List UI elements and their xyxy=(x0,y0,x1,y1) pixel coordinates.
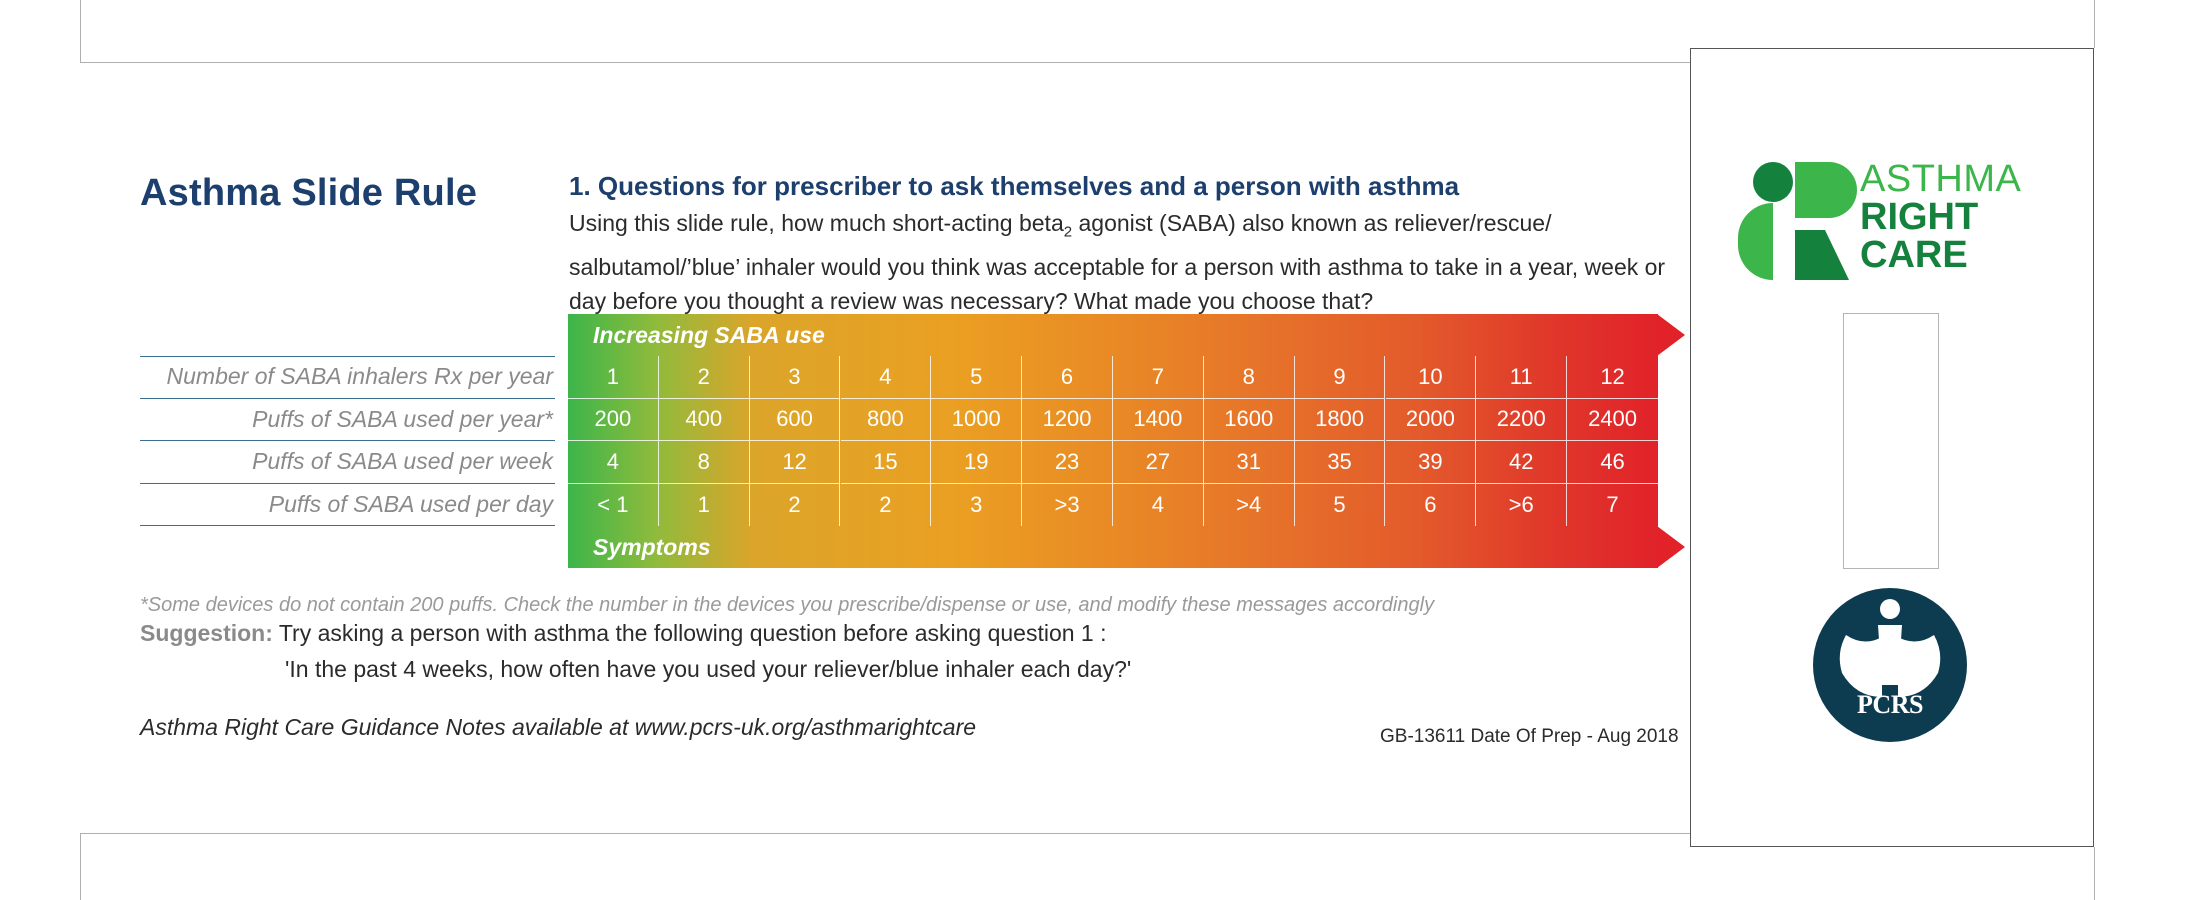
cut-line-bottom xyxy=(80,833,1690,834)
table-cell: 1200 xyxy=(1022,398,1113,441)
table-cell: 8 xyxy=(658,441,750,484)
table-cell: 9 xyxy=(1294,356,1386,399)
table-cell: 1600 xyxy=(1203,398,1295,441)
table-row: 1 2 3 4 5 6 7 8 9 10 11 12 xyxy=(568,356,1658,399)
table-cell: 35 xyxy=(1294,441,1386,484)
table-cell: < 1 xyxy=(568,483,659,526)
table-cell: 39 xyxy=(1385,441,1477,484)
row-label: Puffs of SABA used per year* xyxy=(140,399,555,441)
table-cell: 2 xyxy=(658,356,750,399)
symptoms-band: Symptoms xyxy=(568,526,1658,568)
increasing-saba-band: Increasing SABA use xyxy=(568,314,1658,356)
table-cell: 2 xyxy=(841,483,932,526)
table-cell: 27 xyxy=(1113,441,1204,484)
table-cell: 12 xyxy=(1567,356,1658,399)
table-row: 200 400 600 800 1000 1200 1400 1600 1800 2000 2200… xyxy=(568,398,1658,441)
table-cell: 4 xyxy=(840,356,932,399)
table-cell: 19 xyxy=(931,441,1023,484)
label-divider xyxy=(140,356,555,357)
table-cell: 6 xyxy=(1386,483,1477,526)
suggestion-question: 'In the past 4 weeks, how often have you… xyxy=(285,656,1132,682)
pcrs-label: PCRS xyxy=(1857,690,1923,719)
table-cell: 3 xyxy=(931,483,1023,526)
table-cell: >6 xyxy=(1476,483,1568,526)
table-cell: 11 xyxy=(1476,356,1568,399)
table-cell: >4 xyxy=(1204,483,1295,526)
suggestion-label: Suggestion: xyxy=(140,620,273,646)
cut-line-left-bottom xyxy=(80,833,82,900)
table-cell: 1 xyxy=(568,356,659,399)
page-title: Asthma Slide Rule xyxy=(140,172,478,214)
table-row: < 1 1 2 2 3 >3 4 >4 5 6 >6 7 xyxy=(568,483,1658,526)
table-cell: 3 xyxy=(749,356,841,399)
table-cell: 2 xyxy=(750,483,841,526)
table-cell: 12 xyxy=(749,441,841,484)
table-cell: 8 xyxy=(1203,356,1295,399)
table-cell: 15 xyxy=(840,441,932,484)
table-cell: 31 xyxy=(1203,441,1295,484)
table-cell: 1400 xyxy=(1113,398,1204,441)
table-cell: 5 xyxy=(1295,483,1386,526)
table-cell: 46 xyxy=(1567,441,1658,484)
row-label: Puffs of SABA used per day xyxy=(140,484,555,526)
table-cell: 5 xyxy=(931,356,1023,399)
table-cell: 600 xyxy=(749,398,841,441)
table-row: 4 8 12 15 19 23 27 31 35 39 42 46 xyxy=(568,441,1658,484)
arrow-right-icon xyxy=(1657,526,1685,568)
table-cell: 7 xyxy=(1606,491,1619,517)
table-cell: 4 xyxy=(1113,483,1204,526)
arrow-right-icon xyxy=(1657,314,1685,356)
cut-line-top xyxy=(80,62,1690,63)
guidance-link-text: Asthma Right Care Guidance Notes availab… xyxy=(140,714,977,740)
table-cell: 400 xyxy=(658,398,750,441)
cut-line-right-top xyxy=(2094,0,2096,48)
cut-line-right-bottom xyxy=(2094,847,2096,900)
table-cell: 4 xyxy=(568,441,659,484)
table-cell: 6 xyxy=(1022,356,1113,399)
suggestion: Suggestion: Try asking a person with ast… xyxy=(140,620,1106,647)
table-cell: 200 xyxy=(568,398,659,441)
table-cell: 7 xyxy=(1113,356,1204,399)
table-cell: 2400 xyxy=(1567,399,1658,441)
row-label: Number of SABA inhalers Rx per year xyxy=(140,356,555,399)
asthma-right-care-logo-icon xyxy=(1738,162,1857,280)
footnote: *Some devices do not contain 200 puffs. … xyxy=(140,594,1435,616)
table-cell: >3 xyxy=(1022,483,1113,526)
pcrs-logo-icon xyxy=(1813,588,1967,742)
asthma-right-care-wordmark: ASTHMA RIGHT CARE xyxy=(1860,158,2022,276)
saba-table: 1 2 3 4 5 6 7 8 9 10 11 12 200 400 600 800 1000 1200 1400 1… xyxy=(568,356,1658,526)
table-cell: 1000 xyxy=(931,398,1023,441)
table-cell: 2200 xyxy=(1476,398,1568,441)
suggestion-text: Try asking a person with asthma the foll… xyxy=(272,620,1107,646)
table-cell: 1 xyxy=(659,483,750,526)
table-cell: 2000 xyxy=(1385,398,1477,441)
date-of-prep: GB-13611 Date Of Prep - Aug 2018 xyxy=(1380,726,1679,747)
table-cell: 1800 xyxy=(1294,398,1386,441)
table-cell: 23 xyxy=(1022,441,1113,484)
table-cell: 10 xyxy=(1385,356,1477,399)
table-cell: 42 xyxy=(1476,441,1568,484)
symptoms-label: Symptoms xyxy=(593,534,711,560)
question-heading: 1. Questions for prescriber to ask thems… xyxy=(569,171,1460,201)
increasing-saba-label: Increasing SABA use xyxy=(593,322,825,348)
table-cell: 800 xyxy=(840,398,932,441)
row-label: Puffs of SABA used per week xyxy=(140,441,555,484)
slider-window xyxy=(1843,313,1939,569)
cut-line-left-top xyxy=(80,0,82,62)
question-body: Using this slide rule, how much short-ac… xyxy=(569,210,1666,314)
